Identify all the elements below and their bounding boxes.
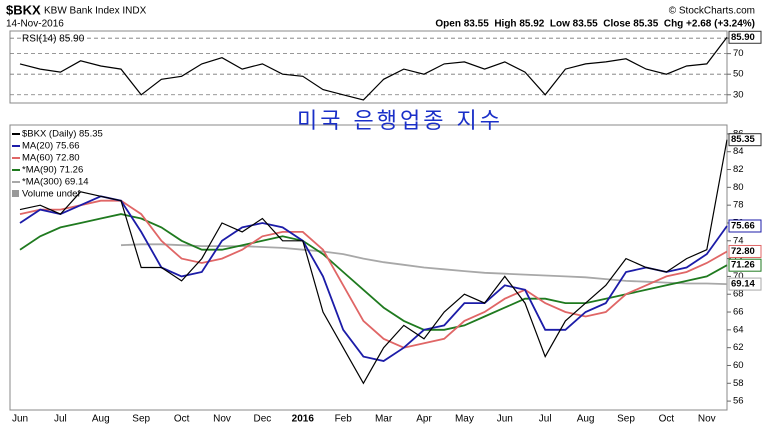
y-tick-label: 74 bbox=[733, 235, 744, 246]
x-tick-label: Feb bbox=[335, 414, 353, 425]
x-tick-label: May bbox=[455, 414, 474, 425]
x-tick-label: Aug bbox=[92, 414, 110, 425]
y-tick-label: 82 bbox=[733, 164, 744, 175]
legend-label: Volume undef bbox=[22, 189, 80, 200]
x-tick-label: Apr bbox=[416, 414, 432, 425]
y-tick-label: 58 bbox=[733, 378, 744, 389]
x-tick-label: Sep bbox=[617, 414, 635, 425]
y-tick-label: 62 bbox=[733, 342, 744, 353]
date: 14-Nov-2016 bbox=[6, 19, 64, 30]
series-line bbox=[19, 139, 728, 385]
series-line bbox=[19, 195, 728, 362]
x-tick-label: 2016 bbox=[292, 414, 315, 425]
series-line bbox=[120, 243, 728, 285]
value-label-box bbox=[728, 244, 762, 258]
x-tick-label: Mar bbox=[375, 414, 393, 425]
y-tick-label: 72 bbox=[733, 253, 744, 264]
x-tick-label: Jun bbox=[497, 414, 513, 425]
legend-label: MA(60) 72.80 bbox=[22, 153, 80, 164]
x-tick-label: Jun bbox=[12, 414, 28, 425]
source: © StockCharts.com bbox=[669, 6, 755, 17]
value-label-box bbox=[728, 258, 762, 272]
value-label: 72.80 bbox=[731, 246, 755, 257]
symbol: $BKX bbox=[6, 2, 41, 17]
x-tick-label: Oct bbox=[174, 414, 190, 425]
y-tick-label: 30 bbox=[733, 89, 744, 100]
x-tick-label: Jul bbox=[54, 414, 67, 425]
value-label: 71.26 bbox=[731, 260, 755, 271]
x-tick-label: Dec bbox=[254, 414, 272, 425]
panel-title: RSI(14) 85.90 bbox=[22, 34, 85, 45]
y-tick-label: 80 bbox=[733, 182, 744, 193]
y-tick-label: 66 bbox=[733, 307, 744, 318]
annotation: 미국 은행업종 지수 bbox=[297, 109, 503, 134]
y-tick-label: 70 bbox=[733, 271, 744, 282]
value-label: 85.35 bbox=[731, 134, 755, 145]
value-label-box bbox=[728, 277, 762, 291]
value-label-box bbox=[728, 30, 762, 44]
y-tick-label: 64 bbox=[733, 324, 744, 335]
x-tick-label: Nov bbox=[213, 414, 231, 425]
legend-label: *MA(90) 71.26 bbox=[22, 165, 83, 176]
y-tick-label: 84 bbox=[733, 146, 744, 157]
value-label: 85.90 bbox=[731, 32, 755, 43]
price-frame bbox=[9, 124, 728, 411]
series-line bbox=[19, 199, 728, 349]
value-label-box bbox=[728, 219, 762, 233]
quote: Open 83.55 High 85.92 Low 83.55 Close 85… bbox=[435, 19, 755, 30]
legend-label: MA(20) 75.66 bbox=[22, 141, 80, 152]
x-tick-label: Oct bbox=[659, 414, 675, 425]
y-tick-label: 60 bbox=[733, 360, 744, 371]
legend-label: *MA(300) 69.14 bbox=[22, 177, 89, 188]
y-tick-label: 70 bbox=[733, 48, 744, 59]
rsi-frame bbox=[9, 30, 728, 104]
x-tick-label: Nov bbox=[698, 414, 716, 425]
x-tick-label: Jul bbox=[539, 414, 552, 425]
legend-label: $BKX (Daily) 85.35 bbox=[22, 129, 103, 140]
x-tick-label: Aug bbox=[577, 414, 595, 425]
x-tick-label: Sep bbox=[132, 414, 150, 425]
value-label-box bbox=[728, 133, 762, 147]
series-line bbox=[19, 36, 728, 101]
y-tick-label: 56 bbox=[733, 396, 744, 407]
value-label: 75.66 bbox=[731, 221, 755, 232]
index-name: KBW Bank Index INDX bbox=[44, 6, 147, 17]
y-tick-label: 50 bbox=[733, 69, 744, 80]
value-label: 69.14 bbox=[731, 279, 755, 290]
y-tick-label: 68 bbox=[733, 289, 744, 300]
legend-swatch bbox=[12, 190, 19, 197]
y-tick-label: 78 bbox=[733, 200, 744, 211]
